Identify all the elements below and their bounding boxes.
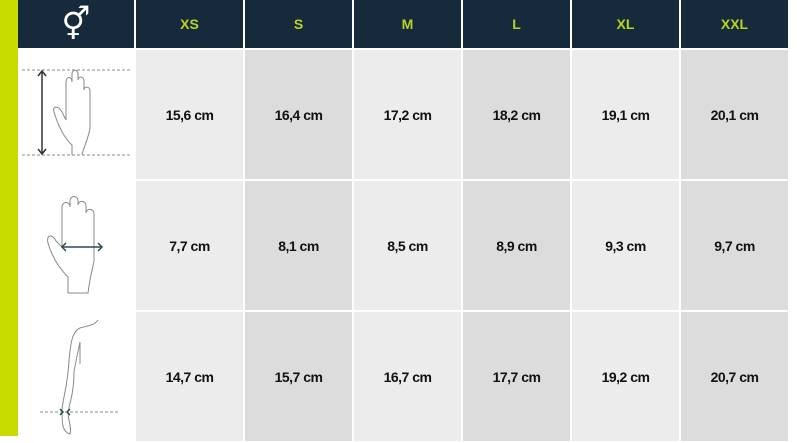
size-header: M xyxy=(354,0,461,48)
value-cell: 15,7 cm xyxy=(245,312,352,441)
value-cell: 19,2 cm xyxy=(572,312,679,441)
accent-bar xyxy=(0,0,18,436)
table-row: 7,7 cm 8,1 cm 8,5 cm 8,9 cm 9,3 cm 9,7 c… xyxy=(18,181,788,310)
hand-width-icon xyxy=(18,181,134,310)
value-cell: 20,7 cm xyxy=(681,312,788,441)
size-header: XXL xyxy=(681,0,788,48)
value-cell: 16,7 cm xyxy=(354,312,461,441)
value-cell: 17,7 cm xyxy=(463,312,570,441)
value-cell: 7,7 cm xyxy=(136,181,243,310)
value-cell: 9,3 cm xyxy=(572,181,679,310)
size-header: XL xyxy=(572,0,679,48)
gender-icon: ⚥ xyxy=(18,0,134,48)
value-cell: 17,2 cm xyxy=(354,50,461,179)
value-cell: 18,2 cm xyxy=(463,50,570,179)
size-header: S xyxy=(245,0,352,48)
size-chart-table: ⚥ XS S M L XL XXL 15,6 cm 16,4 cm 17,2 c… xyxy=(16,0,790,443)
size-header: XS xyxy=(136,0,243,48)
value-cell: 8,9 cm xyxy=(463,181,570,310)
value-cell: 16,4 cm xyxy=(245,50,352,179)
value-cell: 9,7 cm xyxy=(681,181,788,310)
table-row: 14,7 cm 15,7 cm 16,7 cm 17,7 cm 19,2 cm … xyxy=(18,312,788,441)
table-row: 15,6 cm 16,4 cm 17,2 cm 18,2 cm 19,1 cm … xyxy=(18,50,788,179)
value-cell: 8,5 cm xyxy=(354,181,461,310)
value-cell: 20,1 cm xyxy=(681,50,788,179)
wrist-circumference-icon xyxy=(18,312,134,441)
value-cell: 8,1 cm xyxy=(245,181,352,310)
value-cell: 14,7 cm xyxy=(136,312,243,441)
header-row: ⚥ XS S M L XL XXL xyxy=(18,0,788,48)
size-header: L xyxy=(463,0,570,48)
hand-length-icon xyxy=(18,50,134,179)
value-cell: 15,6 cm xyxy=(136,50,243,179)
value-cell: 19,1 cm xyxy=(572,50,679,179)
